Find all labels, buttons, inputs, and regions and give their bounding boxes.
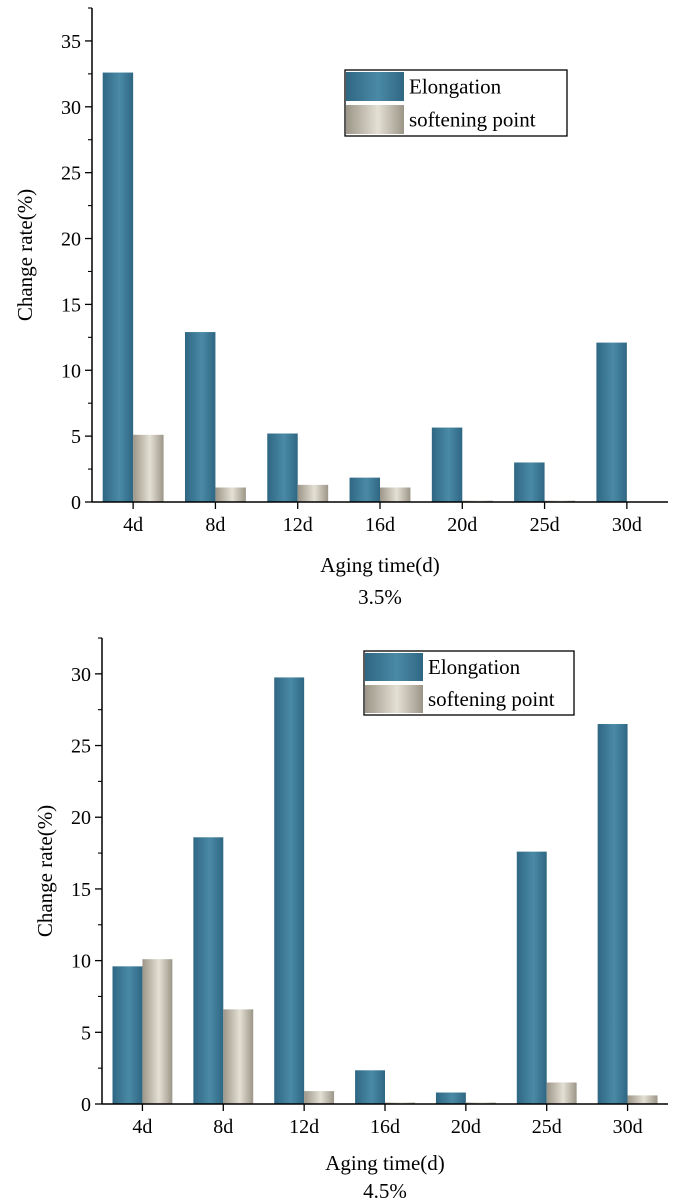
y-tick-label: 15 xyxy=(61,294,81,316)
y-tick-label: 0 xyxy=(71,492,81,514)
legend-label-elongation: Elongation xyxy=(428,655,521,679)
y-axis-title: Change rate(%) xyxy=(33,805,57,937)
bar-softening-point-8d xyxy=(215,487,246,502)
x-axis-title: Aging time(d) xyxy=(325,1151,445,1175)
x-tick-label: 4d xyxy=(132,1116,152,1138)
chart-caption: 3.5% xyxy=(358,585,402,609)
bar-elongation-25d xyxy=(516,851,547,1104)
bar-softening-point-8d xyxy=(223,1009,254,1104)
legend-swatch-softening-point xyxy=(346,105,404,134)
bar-elongation-20d xyxy=(435,1092,466,1104)
bar-elongation-12d xyxy=(267,433,298,502)
y-tick-label: 25 xyxy=(61,163,81,185)
x-tick-label: 25d xyxy=(532,1116,562,1138)
bar-softening-point-16d xyxy=(380,487,411,502)
legend-label-softening-point: softening point xyxy=(428,687,555,711)
legend: Elongation softening point xyxy=(344,69,568,137)
y-tick-label: 20 xyxy=(61,229,81,251)
x-tick-label: 30d xyxy=(612,514,642,536)
bar-elongation-20d xyxy=(431,427,463,502)
x-tick-label: 30d xyxy=(613,1116,643,1138)
bar-softening-point-25d xyxy=(546,1082,577,1104)
bar-elongation-30d xyxy=(596,342,627,502)
bar-softening-point-4d xyxy=(142,959,173,1104)
bar-elongation-12d xyxy=(274,677,305,1104)
y-tick-label: 15 xyxy=(71,879,91,901)
y-tick-label: 35 xyxy=(61,31,81,53)
chart-2: 0 5 10 15 20 25 30 4d 8d 12d 16d 20d 25d 30d Aging tim… xyxy=(33,637,668,1202)
y-tick-label: 5 xyxy=(71,426,81,448)
bar-elongation-16d xyxy=(355,1070,385,1104)
x-tick-label: 20d xyxy=(447,514,477,536)
chart-caption: 4.5% xyxy=(363,1179,407,1202)
x-tick-label: 16d xyxy=(370,1116,400,1138)
x-tick-label: 4d xyxy=(123,514,143,536)
y-tick-label: 30 xyxy=(61,97,81,119)
x-tick-label: 16d xyxy=(365,514,395,536)
y-tick-label: 20 xyxy=(71,807,91,829)
legend-label-elongation: Elongation xyxy=(409,75,502,99)
bar-softening-point-4d xyxy=(133,434,164,502)
bar-elongation-25d xyxy=(514,462,545,502)
legend: Elongation softening point xyxy=(363,650,575,716)
x-tick-label: 25d xyxy=(530,514,560,536)
y-axis-title: Change rate(%) xyxy=(13,189,37,321)
bar-elongation-4d xyxy=(112,966,143,1104)
bar-elongation-16d xyxy=(349,477,380,502)
x-tick-label: 8d xyxy=(213,1116,233,1138)
y-tick-label: 10 xyxy=(61,360,81,382)
bar-elongation-8d xyxy=(184,332,216,502)
x-tick-label: 12d xyxy=(289,1116,319,1138)
x-tick-label: 8d xyxy=(205,514,225,536)
y-tick-label: 30 xyxy=(71,664,91,686)
y-tick-label: 0 xyxy=(81,1094,91,1116)
bar-elongation-8d xyxy=(193,837,224,1104)
legend-swatch-elongation xyxy=(365,653,423,681)
bar-elongation-30d xyxy=(597,724,628,1104)
x-tick-label: 12d xyxy=(283,514,313,536)
bar-softening-point-12d xyxy=(304,1091,335,1104)
y-tick-label: 5 xyxy=(81,1022,91,1044)
legend-swatch-softening-point xyxy=(365,685,423,713)
legend-label-softening-point: softening point xyxy=(409,108,536,132)
x-axis-title: Aging time(d) xyxy=(320,553,440,577)
chart-1: 0 5 10 15 20 25 30 35 4d 8d 12d 16d 20d 25d 30d Aging t… xyxy=(13,7,668,609)
bar-softening-point-30d xyxy=(627,1095,658,1104)
bar-elongation-4d xyxy=(102,72,134,503)
bar-softening-point-12d xyxy=(297,484,329,502)
x-tick-label: 20d xyxy=(451,1116,481,1138)
y-tick-label: 25 xyxy=(71,736,91,758)
y-tick-label: 10 xyxy=(71,951,91,973)
legend-swatch-elongation xyxy=(346,72,404,101)
